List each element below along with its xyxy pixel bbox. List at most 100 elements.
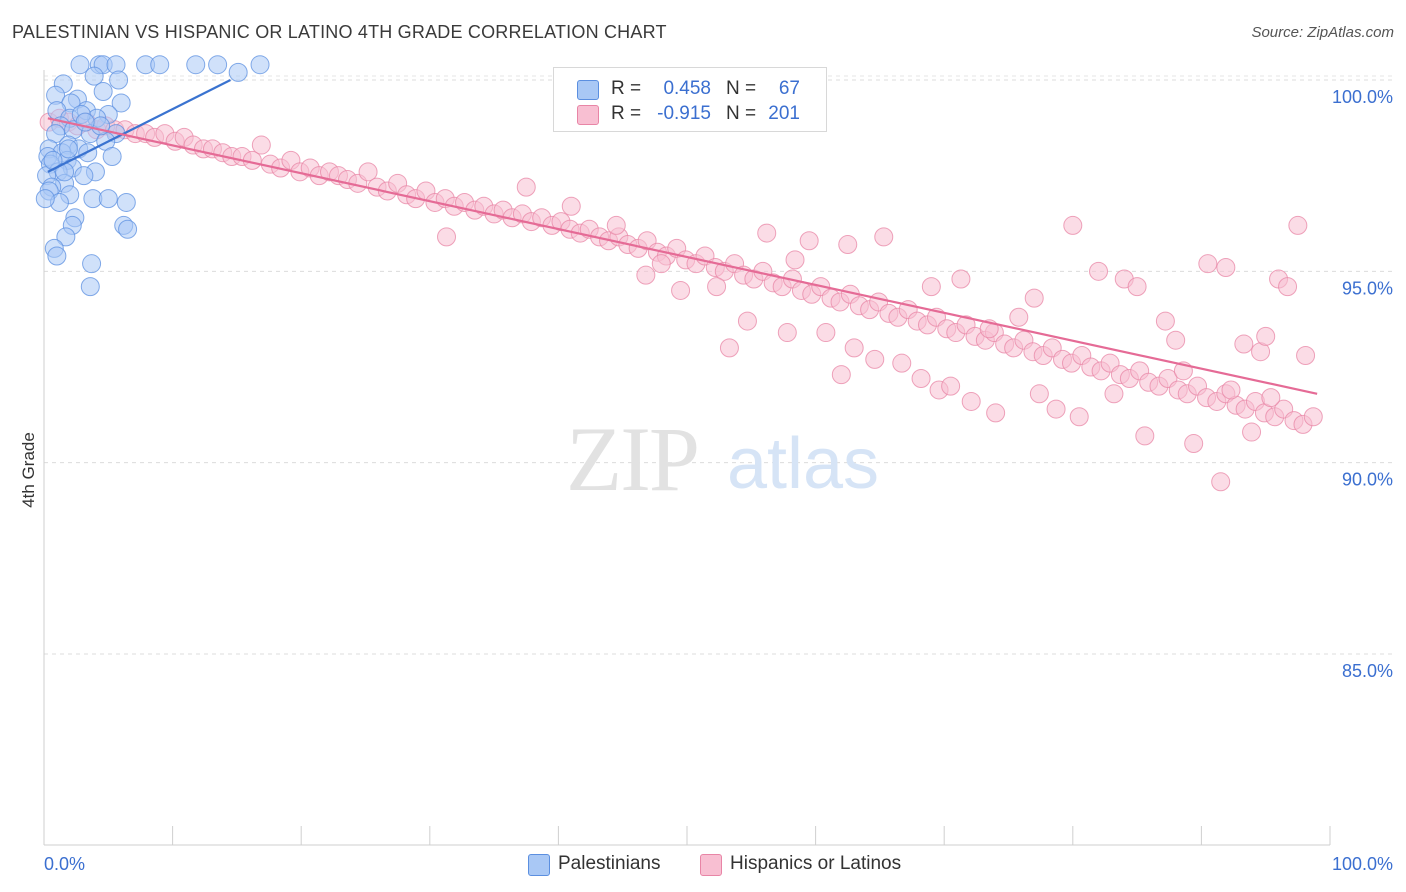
data-point bbox=[70, 55, 90, 75]
x-tick-label: 0.0% bbox=[44, 854, 85, 874]
data-point bbox=[1069, 407, 1089, 427]
data-point bbox=[941, 376, 961, 396]
data-point bbox=[186, 55, 206, 75]
bottom-legend-label: Palestinians bbox=[558, 853, 661, 874]
data-point bbox=[56, 227, 76, 247]
tick-labels: 85.0% 90.0% 95.0% 100.0% 0.0% 100.0% bbox=[44, 87, 1393, 874]
data-point bbox=[1009, 307, 1029, 327]
data-point bbox=[93, 81, 113, 101]
series-palestinians bbox=[35, 55, 270, 297]
watermark-atlas: atlas bbox=[727, 424, 879, 504]
data-point bbox=[816, 323, 836, 343]
series-layer bbox=[35, 55, 1323, 492]
legend-row-palestinians: R = 0.458 N = 67 bbox=[554, 76, 826, 102]
data-point bbox=[844, 338, 864, 358]
data-point bbox=[228, 62, 248, 82]
data-point bbox=[1288, 215, 1308, 235]
data-point bbox=[986, 403, 1006, 423]
data-point bbox=[111, 93, 131, 113]
y-tick-label: 100.0% bbox=[1332, 87, 1393, 107]
data-point bbox=[1216, 258, 1236, 278]
data-point bbox=[1278, 277, 1298, 297]
data-point bbox=[208, 55, 228, 75]
legend-n-label: N = bbox=[726, 103, 757, 124]
data-point bbox=[82, 254, 102, 274]
y-tick-label: 95.0% bbox=[1342, 278, 1393, 298]
data-point bbox=[1089, 261, 1109, 281]
watermark: ZIP atlas bbox=[566, 408, 879, 510]
data-point bbox=[757, 223, 777, 243]
data-point bbox=[838, 235, 858, 255]
data-point bbox=[1029, 384, 1049, 404]
correlation-legend: R = 0.458 N = 67 R = -0.915 N = 201 bbox=[553, 67, 827, 132]
data-point bbox=[737, 311, 757, 331]
chart-title: PALESTINIAN VS HISPANIC OR LATINO 4TH GR… bbox=[12, 22, 667, 42]
data-point bbox=[636, 265, 656, 285]
data-point bbox=[719, 338, 739, 358]
data-point bbox=[1242, 422, 1262, 442]
data-point bbox=[1234, 334, 1254, 354]
data-point bbox=[250, 55, 270, 75]
data-point bbox=[831, 365, 851, 385]
y-tick-label: 90.0% bbox=[1342, 470, 1393, 490]
data-point bbox=[109, 70, 129, 90]
data-point bbox=[1296, 346, 1316, 366]
data-point bbox=[80, 277, 100, 297]
legend-n-value: 67 bbox=[778, 78, 800, 99]
data-point bbox=[892, 353, 912, 373]
legend-swatch-blue bbox=[577, 80, 599, 100]
legend-r-value: -0.915 bbox=[657, 103, 711, 124]
data-point bbox=[874, 227, 894, 247]
data-point bbox=[437, 227, 457, 247]
data-point bbox=[707, 277, 727, 297]
data-point bbox=[116, 192, 136, 212]
bottom-legend-label: Hispanics or Latinos bbox=[730, 853, 902, 874]
data-point bbox=[1303, 407, 1323, 427]
legend-n-value: 201 bbox=[768, 103, 800, 124]
data-point bbox=[1046, 399, 1066, 419]
data-point bbox=[516, 177, 536, 197]
data-point bbox=[777, 323, 797, 343]
legend-row-hispanics: R = -0.915 N = 201 bbox=[554, 101, 826, 127]
data-point bbox=[47, 246, 67, 266]
data-point bbox=[150, 55, 170, 75]
trend-line-palestinians bbox=[47, 79, 231, 173]
x-tick-label: 100.0% bbox=[1332, 854, 1393, 874]
data-point bbox=[561, 196, 581, 216]
data-point bbox=[35, 189, 55, 209]
data-point bbox=[951, 269, 971, 289]
trend-line-hispanics bbox=[47, 117, 1318, 395]
data-point bbox=[118, 219, 138, 239]
data-point bbox=[1104, 384, 1124, 404]
data-point bbox=[358, 162, 378, 182]
data-point bbox=[1127, 277, 1147, 297]
legend-swatch-pink bbox=[577, 105, 599, 125]
data-point bbox=[1261, 388, 1281, 408]
watermark-zip: ZIP bbox=[566, 408, 698, 510]
y-tick-label: 85.0% bbox=[1342, 661, 1393, 681]
data-point bbox=[865, 349, 885, 369]
data-point bbox=[606, 215, 626, 235]
bottom-legend-swatch bbox=[700, 854, 722, 876]
data-point bbox=[102, 147, 122, 167]
legend-r-label: R = bbox=[611, 78, 642, 99]
data-point bbox=[251, 135, 271, 155]
data-point bbox=[921, 277, 941, 297]
data-point bbox=[1155, 311, 1175, 331]
legend-n-label: N = bbox=[726, 78, 757, 99]
legend-r-label: R = bbox=[611, 103, 642, 124]
data-point bbox=[58, 139, 78, 159]
bottom-legend-swatch bbox=[528, 854, 550, 876]
data-point bbox=[74, 166, 94, 186]
data-point bbox=[911, 368, 931, 388]
data-point bbox=[1063, 215, 1083, 235]
data-point bbox=[1211, 472, 1231, 492]
data-point bbox=[785, 250, 805, 270]
data-point bbox=[651, 254, 671, 274]
data-point bbox=[799, 231, 819, 251]
data-point bbox=[1024, 288, 1044, 308]
data-point bbox=[1184, 434, 1204, 454]
data-point bbox=[1221, 380, 1241, 400]
legend-r-value: 0.458 bbox=[663, 78, 711, 99]
